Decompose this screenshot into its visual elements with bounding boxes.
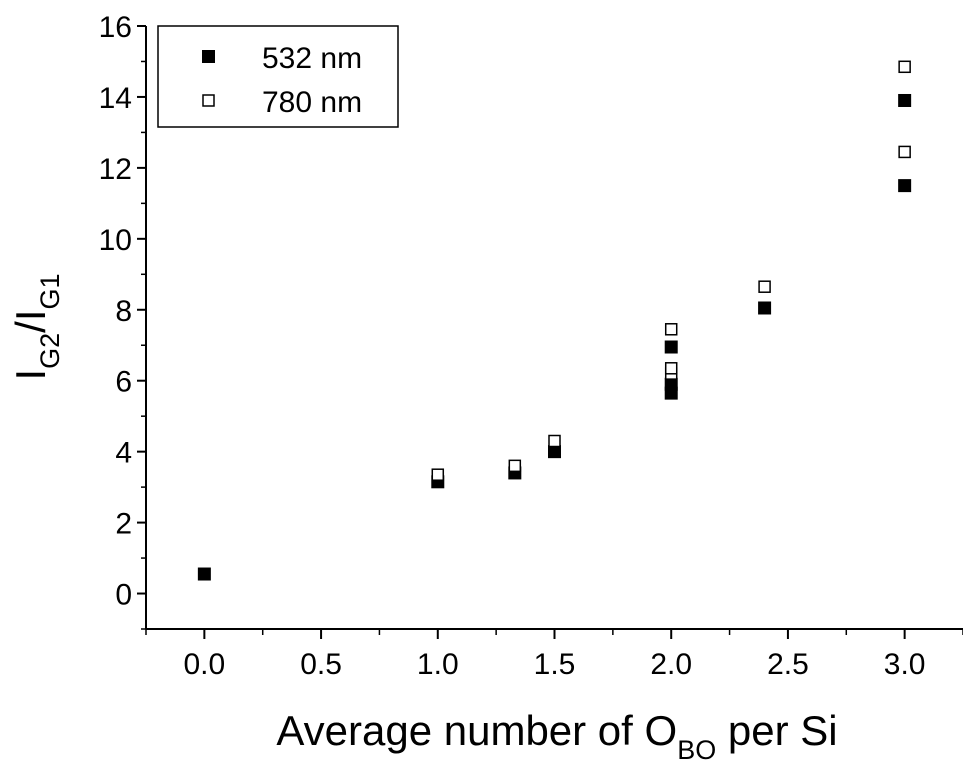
point-532nm bbox=[898, 93, 912, 107]
y-tick-label: 10 bbox=[99, 224, 132, 257]
legend-label-780nm: 780 nm bbox=[262, 86, 362, 119]
point-780nm bbox=[758, 280, 771, 293]
x-tick-label: 1.5 bbox=[534, 648, 576, 681]
point-780nm bbox=[508, 459, 522, 473]
y-tick-label: 12 bbox=[99, 153, 132, 186]
legend-marker-532nm bbox=[202, 50, 215, 63]
x-tick-label: 0.5 bbox=[300, 648, 342, 681]
point-532nm bbox=[758, 301, 772, 315]
x-axis-title: Average number of OBO per Si bbox=[276, 707, 837, 765]
y-tick-label: 16 bbox=[99, 11, 132, 44]
y-tick-label: 2 bbox=[115, 508, 132, 541]
x-tick-label: 1.0 bbox=[417, 648, 459, 681]
point-532nm bbox=[548, 445, 561, 459]
point-532nm bbox=[898, 179, 912, 193]
point-780nm bbox=[898, 60, 911, 74]
data-points bbox=[197, 60, 912, 581]
y-tick-label: 0 bbox=[115, 579, 132, 612]
x-tick-label: 0.0 bbox=[183, 648, 225, 681]
x-axis-title-subscript: BO bbox=[677, 735, 716, 765]
y-axis-title-sub2: G1 bbox=[35, 273, 65, 309]
y-axis-title-sub1: G2 bbox=[35, 333, 65, 369]
legend-box bbox=[157, 25, 399, 128]
point-780nm bbox=[431, 468, 445, 481]
y-ticks: 0 2 4 6 8 10 12 14 16 bbox=[99, 11, 146, 630]
point-780nm bbox=[664, 323, 678, 336]
x-tick-label: 2.0 bbox=[650, 648, 692, 681]
x-axis-title-main: Average number of O bbox=[276, 707, 677, 754]
y-axis-title: IG2/IG1 bbox=[7, 273, 65, 380]
point-532nm bbox=[197, 567, 211, 581]
point-532nm bbox=[664, 340, 678, 354]
point-780nm bbox=[548, 434, 561, 448]
legend-label-532nm: 532 nm bbox=[262, 42, 362, 75]
y-tick-label: 14 bbox=[99, 82, 132, 115]
x-tick-label: 2.5 bbox=[767, 648, 809, 681]
point-532nm bbox=[664, 377, 678, 391]
point-780nm bbox=[664, 362, 678, 375]
x-ticks: 0.0 0.5 1.0 1.5 2.0 2.5 3.0 bbox=[145, 629, 963, 681]
legend: 532 nm 780 nm bbox=[157, 25, 399, 128]
point-780nm bbox=[898, 145, 911, 159]
y-tick-label: 8 bbox=[115, 295, 132, 328]
y-axis-title-p2: /I bbox=[7, 309, 54, 332]
y-tick-label: 6 bbox=[115, 366, 132, 399]
x-axis-title-tail: per Si bbox=[716, 707, 837, 754]
y-tick-label: 4 bbox=[115, 437, 132, 470]
x-tick-label: 3.0 bbox=[884, 648, 926, 681]
y-axis-title-p1: I bbox=[7, 369, 54, 381]
legend-marker-780nm bbox=[202, 94, 215, 107]
